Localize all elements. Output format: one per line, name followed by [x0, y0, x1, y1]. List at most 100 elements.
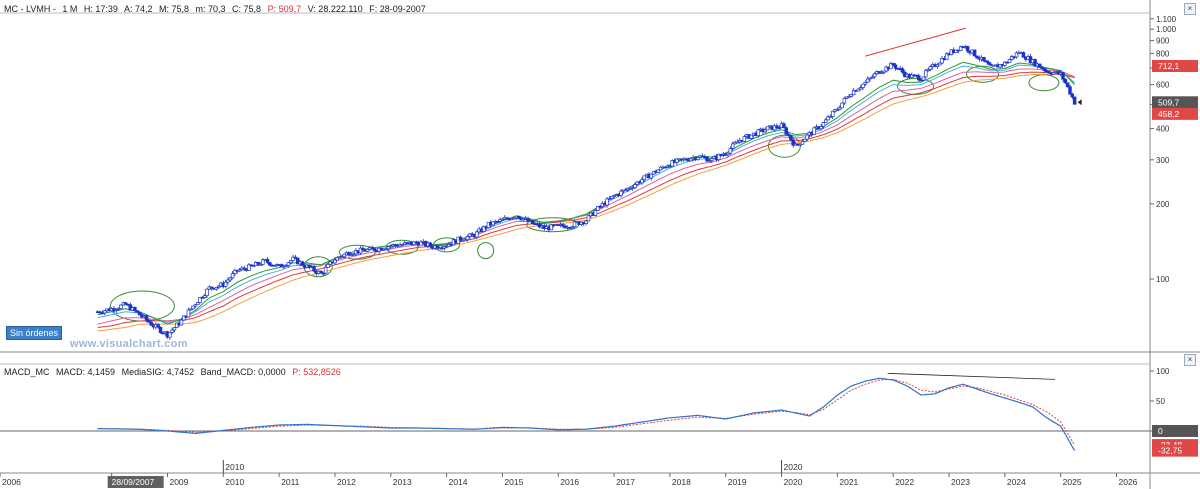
macd-tick-label: 50: [1156, 397, 1165, 406]
candle-body: [856, 88, 861, 92]
time-tick-label: 2022: [895, 477, 914, 487]
main-panel-close-icon[interactable]: ×: [1184, 3, 1196, 15]
price-candle: [342, 253, 347, 259]
ema-line-5: [97, 61, 1075, 325]
candle-body: [186, 309, 191, 318]
price-tick-label: 200: [1156, 200, 1170, 209]
price-candle: [612, 194, 616, 199]
candle-body: [889, 63, 893, 70]
price-candle: [144, 314, 149, 323]
price-candle: [289, 259, 293, 265]
price-candle: [1040, 66, 1044, 70]
price-candle: [175, 322, 179, 328]
price-candle: [351, 253, 356, 256]
price-candle: [393, 243, 398, 248]
price-value-label: 458,2: [1152, 107, 1198, 120]
time-tick-label: 2019: [728, 477, 747, 487]
candle-body: [1042, 68, 1047, 72]
price-candle: [675, 157, 679, 166]
price-candle: [386, 245, 391, 252]
candle-body: [419, 241, 423, 246]
candle-body: [858, 87, 863, 90]
candle-body: [242, 267, 246, 270]
candle-body: [549, 224, 554, 231]
macd-panel-close-icon[interactable]: ×: [1184, 354, 1196, 366]
price-value-label-box: [1152, 60, 1198, 73]
price-candle: [784, 126, 788, 136]
price-candle: [986, 60, 991, 65]
candle-body: [123, 302, 128, 305]
price-candle: [728, 146, 733, 155]
price-candle: [419, 240, 423, 246]
candle-body: [319, 270, 323, 274]
price-candle: [735, 139, 740, 144]
orders-button[interactable]: Sin órdenes: [6, 326, 63, 340]
price-candle: [168, 332, 172, 340]
candle-body: [726, 152, 730, 156]
price-candle: [119, 304, 123, 309]
price-tick-label: 1.000: [1156, 25, 1177, 34]
candle-body: [321, 272, 326, 275]
candle-body: [865, 78, 870, 83]
candle-body: [642, 175, 647, 181]
candle-body: [1003, 61, 1007, 66]
price-candle: [689, 158, 693, 162]
candle-body: [202, 295, 207, 298]
candle-body: [393, 244, 398, 246]
price-tick-label: 1.100: [1156, 15, 1177, 24]
price-candle: [400, 243, 405, 246]
candle-body: [837, 107, 842, 110]
price-candle: [321, 272, 326, 276]
candle-body: [1065, 82, 1070, 88]
symbol-label: MC - LVMH -: [4, 4, 56, 14]
price-candle: [593, 208, 598, 217]
price-candle: [286, 261, 291, 268]
macd-value-label-box: [1152, 425, 1198, 437]
time-tick-label: 2023: [951, 477, 970, 487]
candle-body: [114, 309, 119, 311]
annotation-ellipse: [1028, 74, 1060, 92]
price-candle: [870, 74, 875, 79]
macd-value-label: 0: [1152, 425, 1198, 437]
candle-body: [756, 129, 761, 137]
price-candle: [1037, 63, 1042, 68]
price-candle: [598, 205, 602, 209]
price-candle: [293, 255, 298, 260]
candle-body: [458, 236, 463, 241]
time-tick-label: 2021: [839, 477, 858, 487]
candle-body: [340, 256, 344, 259]
candle-body: [986, 61, 991, 65]
candle-body: [228, 277, 233, 281]
candle-body: [821, 122, 826, 127]
high-label: H: 17:39: [83, 4, 118, 14]
annotation-ellipse: [477, 242, 495, 260]
candle-body: [249, 264, 253, 267]
price-candle: [340, 256, 344, 259]
price-candle: [256, 261, 260, 267]
price-candle: [891, 62, 895, 67]
candle-body: [742, 136, 747, 142]
candle-body: [765, 126, 770, 131]
price-candle: [1033, 58, 1037, 67]
price-candle: [323, 264, 328, 275]
price-candle: [851, 87, 856, 96]
time-tick-label: 2025: [1063, 477, 1082, 487]
price-candle: [863, 80, 868, 87]
candle-body: [1061, 72, 1065, 80]
price-candle: [561, 223, 565, 229]
price-candle: [216, 285, 221, 289]
price-candle: [470, 231, 474, 236]
price-candle: [102, 309, 107, 316]
time-tick-label: 2018: [672, 477, 691, 487]
candle-body: [640, 179, 644, 184]
price-candle: [975, 55, 979, 59]
price-candle: [261, 258, 265, 266]
candle-body: [312, 266, 316, 272]
candle-body: [214, 287, 219, 290]
candle-body: [168, 332, 172, 338]
candle-body: [975, 55, 979, 59]
price-candle: [209, 286, 214, 291]
cursor-date-label: 28/09/2007: [107, 476, 164, 488]
candle-body: [386, 246, 391, 250]
candle-body: [607, 198, 612, 200]
